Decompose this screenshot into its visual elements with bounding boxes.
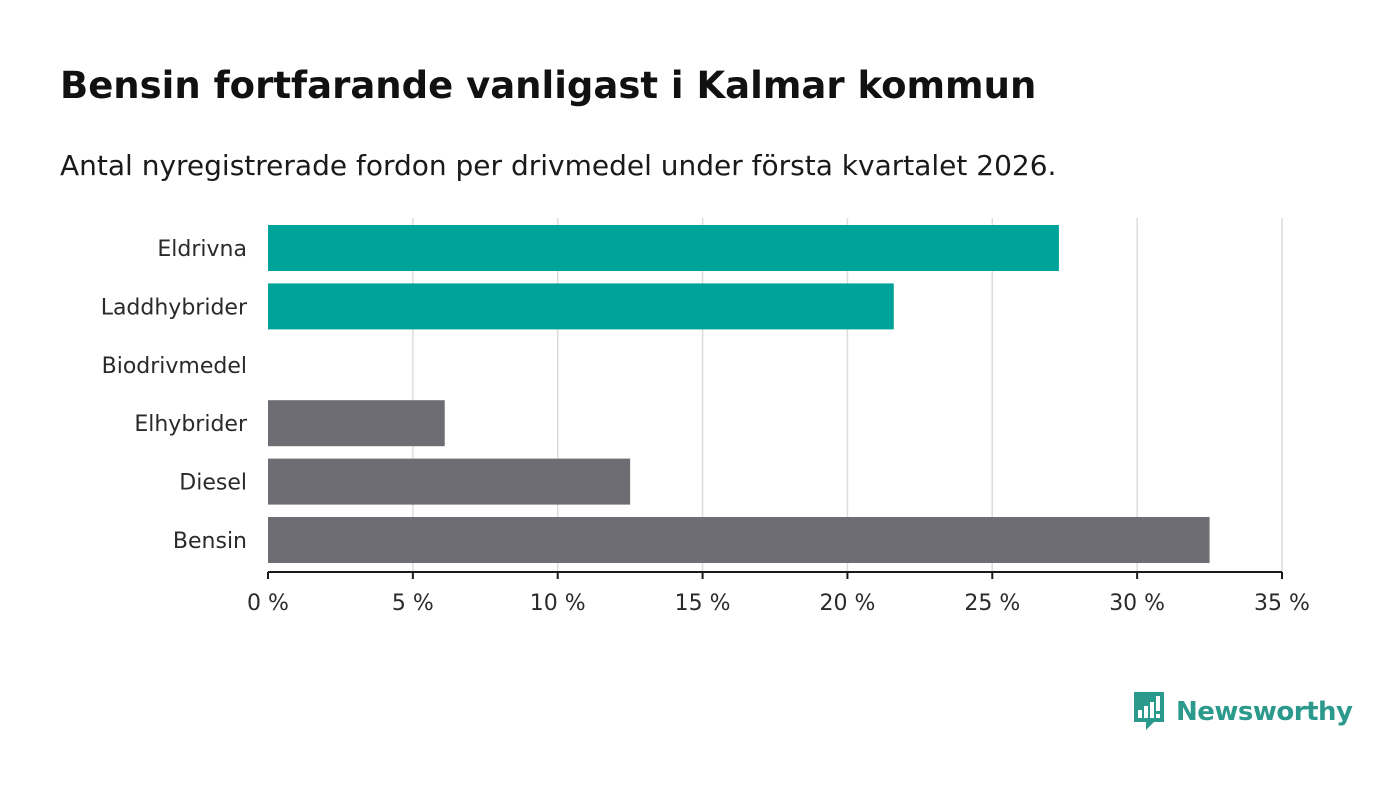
x-tick-label: 30 % <box>1109 591 1165 616</box>
gridlines <box>412 218 1283 572</box>
x-axis: 0 % 5 % 10 % 15 % 20 % 25 % 30 % 35 % <box>247 571 1310 616</box>
x-tick-label: 15 % <box>675 591 731 616</box>
x-tick-label: 10 % <box>530 591 586 616</box>
bar-diesel <box>268 458 631 505</box>
x-tick-label: 25 % <box>964 591 1020 616</box>
bar-eldrivna <box>268 225 1059 271</box>
category-label: Eldrivna <box>157 237 247 262</box>
category-label: Bensin <box>173 529 247 554</box>
category-label: Laddhybrider <box>101 295 248 320</box>
newsworthy-logo-icon <box>1134 692 1164 730</box>
chart-title: Bensin fortfarande vanligast i Kalmar ko… <box>60 64 1037 107</box>
brand-logo: Newsworthy <box>1132 690 1353 734</box>
category-label: Biodrivmedel <box>102 354 247 379</box>
x-tick-label: 35 % <box>1254 591 1310 616</box>
bar-laddhybrider <box>268 283 894 330</box>
chart-subtitle: Antal nyregistrerade fordon per drivmede… <box>60 149 1057 182</box>
bars <box>268 225 1210 563</box>
category-labels: Eldrivna Laddhybrider Biodrivmedel Elhybrid… <box>101 237 248 554</box>
brand-name: Newsworthy <box>1176 697 1353 727</box>
x-tick-label: 5 % <box>392 591 434 616</box>
x-tick-label: 0 % <box>247 591 289 616</box>
category-label: Diesel <box>179 471 247 496</box>
bar-bensin <box>268 517 1210 563</box>
x-tick-label: 20 % <box>819 591 875 616</box>
category-label: Elhybrider <box>134 412 248 437</box>
bar-elhybrider <box>268 400 445 447</box>
